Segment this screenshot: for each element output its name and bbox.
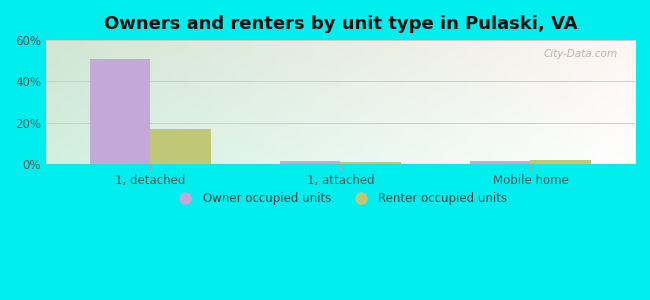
Bar	[90, 59, 150, 164]
Title: Owners and renters by unit type in Pulaski, VA: Owners and renters by unit type in Pulas…	[104, 15, 577, 33]
Bar	[530, 160, 592, 164]
Bar	[150, 129, 211, 164]
Text: City-Data.com: City-Data.com	[543, 49, 618, 59]
Legend: Owner occupied units, Renter occupied units: Owner occupied units, Renter occupied un…	[168, 188, 512, 210]
Bar	[341, 162, 401, 164]
Bar	[280, 161, 341, 164]
Bar	[470, 161, 530, 164]
